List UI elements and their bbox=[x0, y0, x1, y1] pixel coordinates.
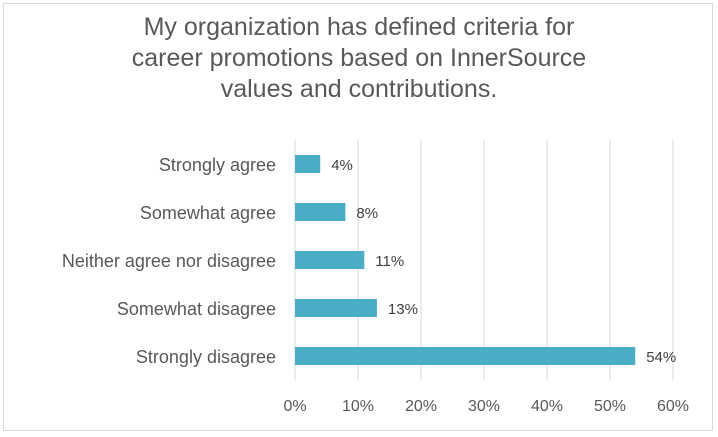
x-tick-label: 30% bbox=[468, 398, 500, 415]
bar bbox=[295, 347, 636, 365]
category-label: Somewhat agree bbox=[140, 203, 276, 223]
chart-title-line-1: My organization has defined criteria for bbox=[143, 13, 575, 41]
category-label: Somewhat disagree bbox=[117, 299, 276, 319]
bar bbox=[295, 203, 346, 221]
x-tick-label: 10% bbox=[342, 398, 374, 415]
x-tick-label: 0% bbox=[283, 398, 306, 415]
category-label: Strongly disagree bbox=[136, 347, 276, 367]
category-label: Strongly agree bbox=[159, 155, 276, 175]
data-label: 54% bbox=[646, 349, 676, 366]
chart-title: My organization has defined criteria for… bbox=[0, 12, 718, 105]
chart-title-line-3: values and contributions. bbox=[220, 75, 498, 103]
data-label: 8% bbox=[356, 205, 378, 222]
category-label: Neither agree nor disagree bbox=[62, 251, 276, 271]
x-tick-label: 50% bbox=[594, 398, 626, 415]
x-tick-label: 60% bbox=[657, 398, 689, 415]
data-label: 11% bbox=[375, 253, 404, 270]
bar bbox=[295, 251, 365, 269]
chart-title-line-2: career promotions based on InnerSource bbox=[131, 44, 587, 72]
data-label: 4% bbox=[331, 157, 353, 174]
bars bbox=[295, 155, 636, 365]
x-tick-label: 20% bbox=[405, 398, 437, 415]
bar bbox=[295, 155, 321, 173]
data-label: 13% bbox=[388, 301, 418, 318]
bar bbox=[295, 299, 377, 317]
x-tick-label: 40% bbox=[531, 398, 563, 415]
labels: 0% 10% 20% 30% 40% 50% 60% Strongly agree 4% Some… bbox=[62, 155, 689, 415]
